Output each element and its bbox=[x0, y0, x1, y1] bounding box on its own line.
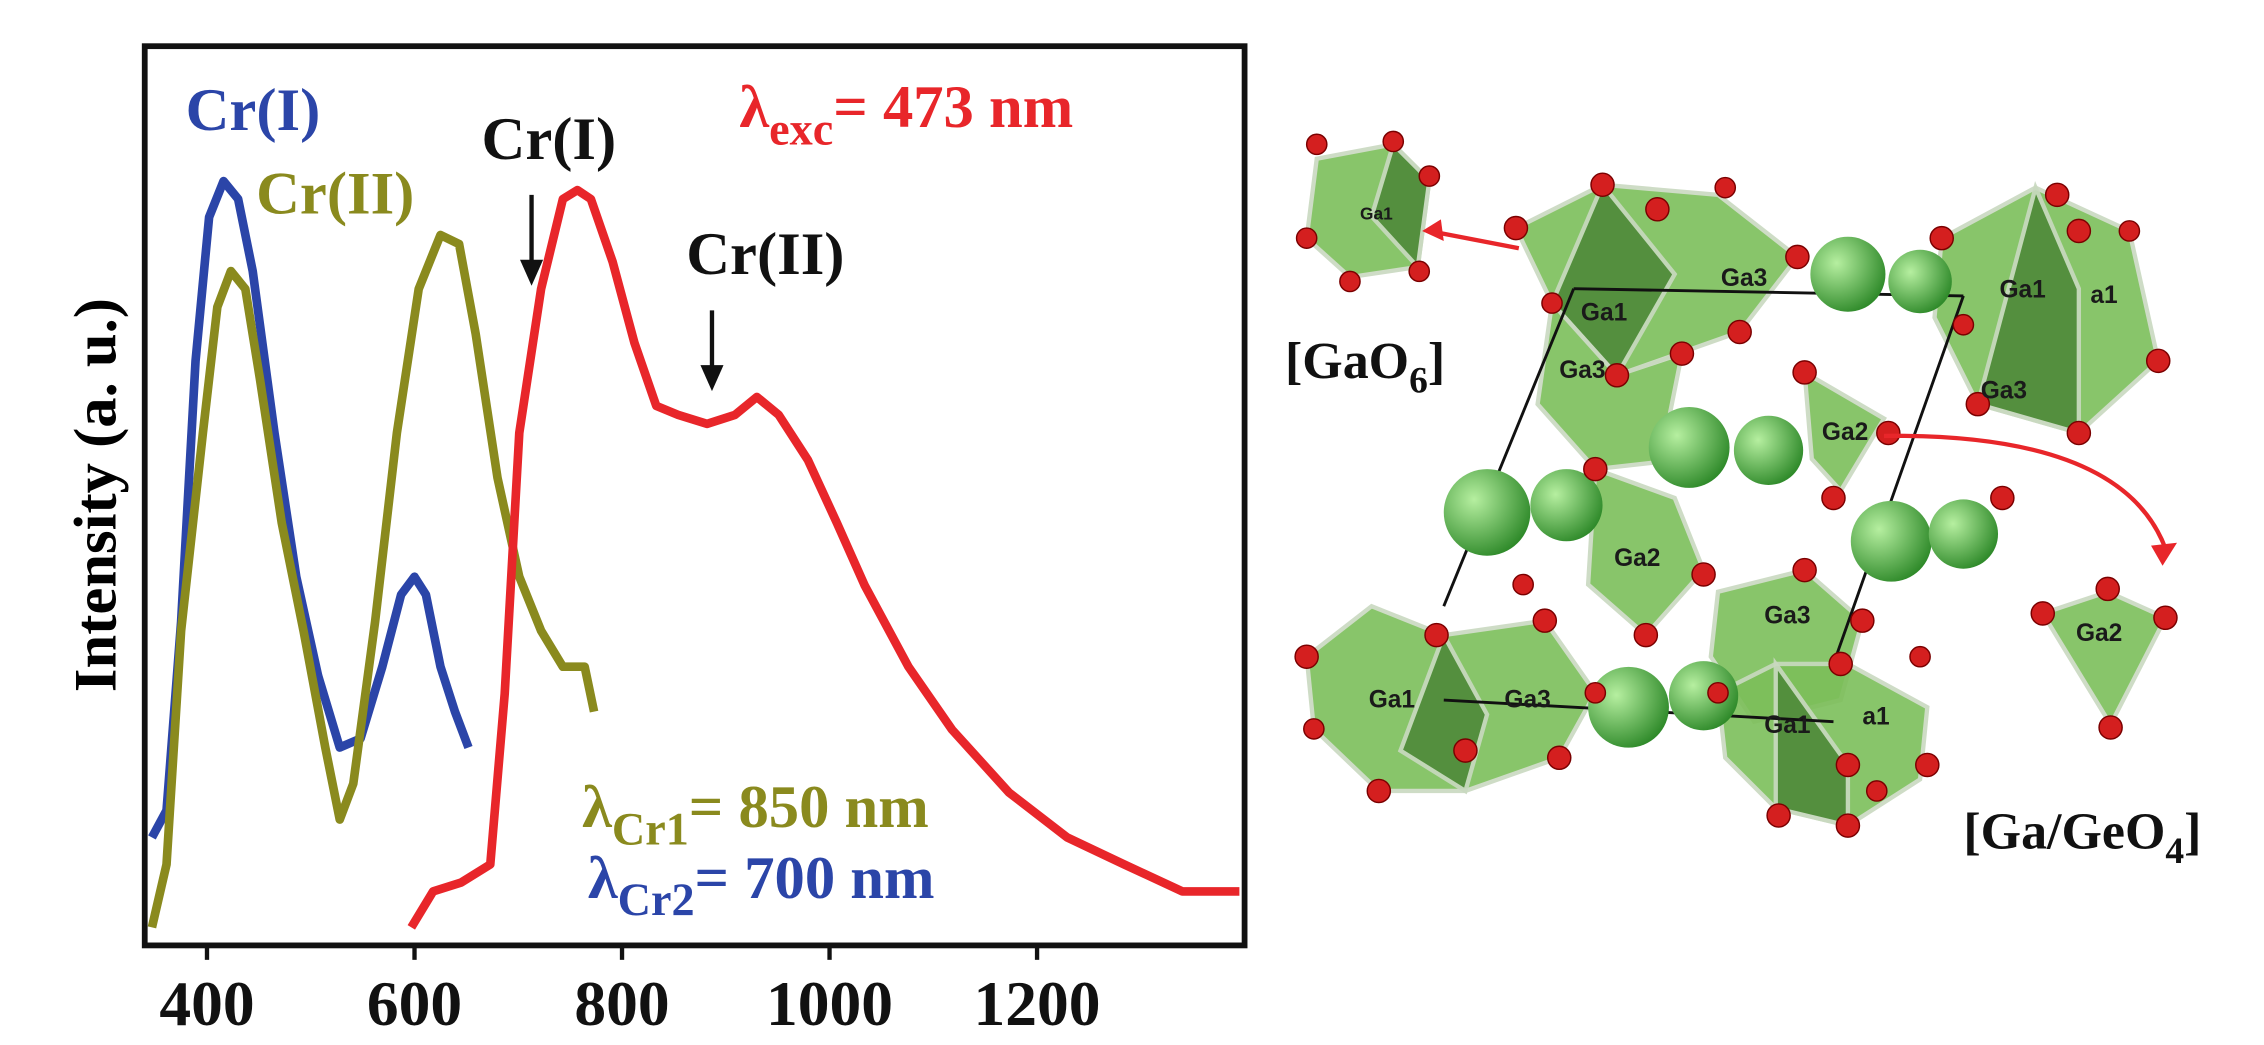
caption-text: [Ga/GeO bbox=[1963, 804, 2165, 861]
chart: Intensity (a. u.) Cr(I) Cr(II) Cr(I) Cr(… bbox=[62, 46, 1244, 1039]
annotation-text: = 850 nm bbox=[689, 774, 929, 841]
site-label: Ga1 bbox=[1360, 203, 1393, 223]
subscript: Cr1 bbox=[612, 803, 689, 854]
site-label: a1 bbox=[1862, 704, 1889, 731]
site-label: Ga1 bbox=[1581, 299, 1627, 326]
site-label: a1 bbox=[2090, 282, 2117, 309]
caption-text: [GaO bbox=[1285, 333, 1409, 390]
arrow-head bbox=[2151, 543, 2177, 566]
site-label: Ga1 bbox=[1999, 276, 2045, 303]
site-label: Ga2 bbox=[2076, 620, 2122, 647]
annotation: Cr(II) bbox=[686, 221, 844, 288]
site-label: Ga2 bbox=[1822, 419, 1868, 446]
site-label: Ga3 bbox=[1559, 357, 1605, 384]
subscript: 6 bbox=[1409, 361, 1428, 402]
site-label: Ga3 bbox=[1764, 603, 1810, 630]
annotation: Cr(I) bbox=[482, 106, 617, 173]
figure: Intensity (a. u.) Cr(I) Cr(II) Cr(I) Cr(… bbox=[0, 0, 2264, 1045]
annotation-text: = 473 nm bbox=[833, 74, 1073, 141]
annotation: λCr2= 700 nm bbox=[588, 845, 935, 925]
caption: [GaO6] bbox=[1285, 333, 1445, 401]
x-tick-label: 1000 bbox=[766, 968, 893, 1039]
annotation: λexc= 473 nm bbox=[739, 74, 1073, 154]
annotation: Cr(II) bbox=[256, 161, 414, 228]
x-tick-label: 1200 bbox=[974, 968, 1101, 1039]
caption: [Ga/GeO4] bbox=[1963, 804, 2201, 872]
series-line bbox=[152, 235, 594, 927]
subscript: Cr2 bbox=[618, 874, 695, 925]
subscript: 4 bbox=[2165, 831, 2184, 872]
caption-end: ] bbox=[2184, 804, 2201, 861]
annotation: λCr1= 850 nm bbox=[582, 774, 929, 854]
crystal-structure: Ga1 Ga1 Ga3 Ga3 Ga1 a1 Ga2 Ga3 Ga2 Ga3 G… bbox=[1285, 131, 2201, 872]
site-label: Ga2 bbox=[1614, 545, 1660, 572]
x-tick-label: 400 bbox=[159, 968, 254, 1039]
subscript: exc bbox=[769, 103, 833, 154]
site-label: Ga1 bbox=[1764, 712, 1810, 739]
y-axis-label: Intensity (a. u.) bbox=[62, 298, 129, 692]
caption-end: ] bbox=[1428, 333, 1445, 390]
site-label: Ga3 bbox=[1981, 377, 2027, 404]
symbol: λ bbox=[588, 845, 618, 912]
annotation: Cr(I) bbox=[186, 77, 321, 144]
x-tick-label: 600 bbox=[367, 968, 462, 1039]
polyhedron bbox=[2043, 592, 2166, 725]
arrow-head bbox=[700, 365, 723, 391]
symbol: λ bbox=[739, 74, 769, 141]
symbol: λ bbox=[582, 774, 612, 841]
annotation-text: = 700 nm bbox=[695, 845, 935, 912]
x-tick-label: 800 bbox=[574, 968, 669, 1039]
site-label: Ga3 bbox=[1504, 686, 1550, 713]
site-label: Ga1 bbox=[1369, 686, 1415, 713]
site-label: Ga3 bbox=[1721, 265, 1767, 292]
